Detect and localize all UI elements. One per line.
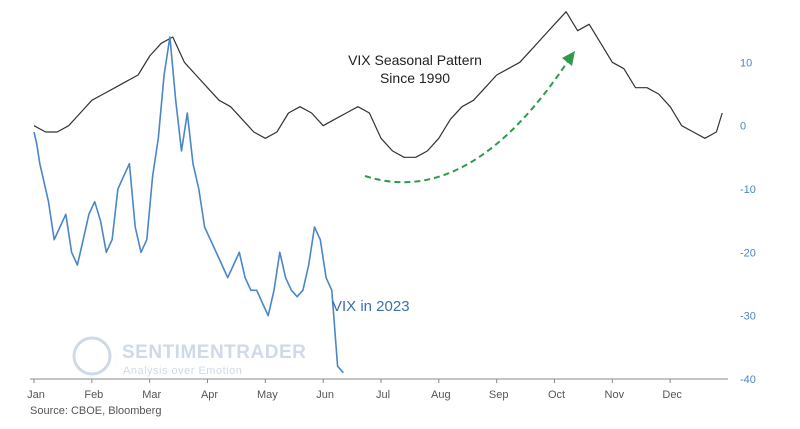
seasonal-pattern-line [33, 11, 723, 158]
watermark: SENTIMENTRADER Analysis over Emotion [72, 336, 306, 377]
y-tick-label: -20 [740, 247, 756, 259]
x-tick-label: Jan [27, 389, 45, 401]
y-tick-label: -10 [740, 184, 756, 196]
watermark-logo-icon [72, 336, 112, 376]
x-tick-label: Jun [316, 389, 334, 401]
x-tick-label: Mar [142, 389, 161, 401]
x-tick-label: Dec [662, 389, 682, 401]
x-tick-label: Aug [431, 389, 451, 401]
watermark-brand: SENTIMENTRADER [122, 342, 306, 363]
x-tick-label: Apr [201, 389, 218, 401]
vix-2023-line [33, 36, 344, 374]
x-tick-label: Sep [489, 389, 509, 401]
chart-title: VIX Seasonal Pattern [348, 52, 482, 68]
x-tick-label: Oct [548, 389, 565, 401]
y-axis-ticks: 10 0 -10 -20 -30 -40 [740, 57, 756, 386]
x-tick-label: Jul [376, 389, 390, 401]
y-tick-label: -30 [740, 311, 756, 323]
series-layer [33, 11, 723, 374]
trend-arrow [364, 57, 571, 184]
y-tick-label: -40 [740, 374, 756, 386]
x-tick-label: May [257, 389, 278, 401]
x-tick-label: Nov [605, 389, 625, 401]
trend-arrowhead-icon [562, 51, 575, 66]
watermark-tagline: Analysis over Emotion [123, 365, 242, 377]
y-tick-label: 0 [740, 121, 746, 133]
x-tick-label: Feb [84, 389, 103, 401]
vix-2023-label: VIX in 2023 [332, 298, 410, 315]
source-note: Source: CBOE, Bloomberg [30, 405, 162, 417]
chart-subtitle: Since 1990 [380, 70, 450, 86]
x-axis-ticks: Jan Feb Mar Apr May Jun Jul Aug Sep Oct Nov Dec [27, 379, 682, 401]
y-tick-label: 10 [740, 57, 752, 69]
